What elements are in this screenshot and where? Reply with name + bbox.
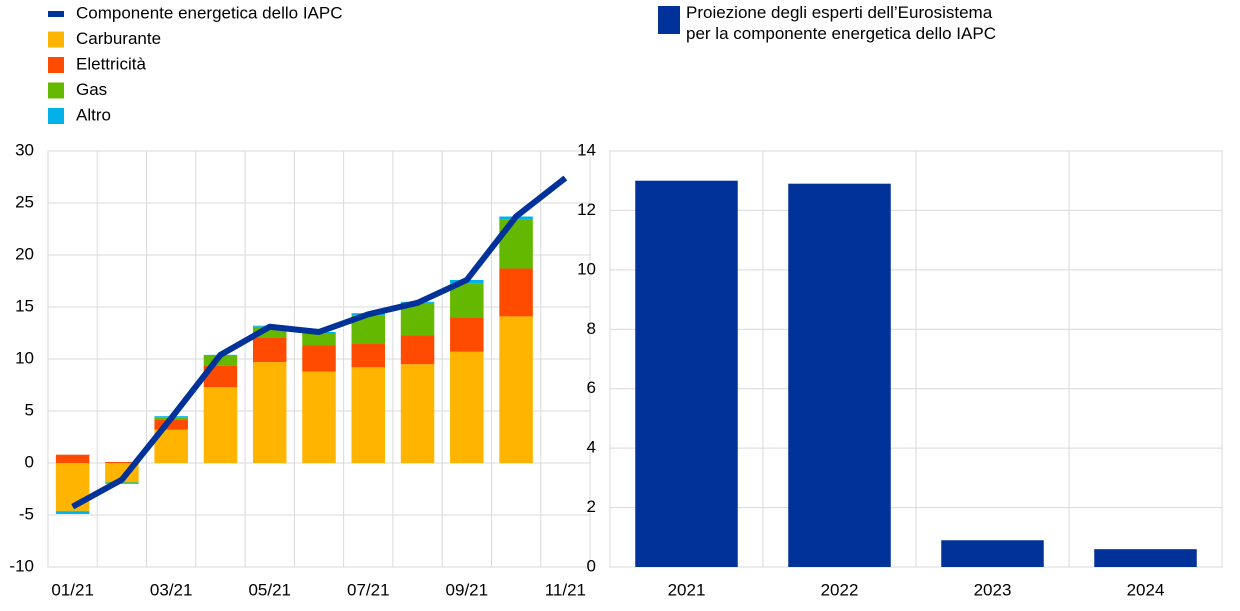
plot-frame: [47, 150, 591, 568]
y-tick-label: -10: [9, 556, 34, 575]
x-tick-label: 09/21: [446, 580, 489, 599]
bar: [499, 268, 533, 317]
x-tick-label: 2024: [1127, 580, 1165, 599]
bar: [635, 180, 738, 567]
y-tick-label: 5: [25, 400, 34, 419]
bar: [252, 362, 287, 463]
legend-swatch: [48, 82, 64, 99]
x-tick-label: 07/21: [347, 580, 390, 599]
legend-label: Componente energetica dello IAPC: [76, 3, 343, 22]
y-tick-label: 25: [15, 192, 34, 211]
bar: [351, 367, 386, 463]
legend-label: Carburante: [76, 29, 161, 48]
bar: [203, 387, 238, 463]
bar: [105, 461, 139, 463]
legend-swatch: [48, 31, 64, 48]
line: [71, 175, 568, 510]
x-tick-label: 01/21: [51, 580, 94, 599]
bar: [55, 511, 90, 514]
legend-swatch: [48, 11, 64, 17]
bar: [105, 482, 139, 484]
x-tick-label: 03/21: [150, 580, 193, 599]
y-tick-label: 12: [577, 200, 596, 219]
legend-label: Gas: [76, 80, 107, 99]
bar: [450, 317, 484, 352]
bar: [154, 419, 188, 430]
x-tick-label: 2022: [821, 580, 859, 599]
legend-swatch: [658, 6, 680, 34]
bar: [400, 364, 435, 463]
bar: [1094, 549, 1197, 567]
legend-swatch: [48, 108, 64, 124]
y-tick-label: 20: [15, 244, 34, 263]
legend-label: Altro: [76, 105, 111, 124]
y-tick-label: 30: [15, 140, 34, 159]
bar: [450, 283, 484, 318]
bar: [788, 183, 891, 567]
y-tick-label: 6: [587, 378, 596, 397]
bar: [302, 371, 336, 463]
bar: [351, 343, 386, 368]
bar: [302, 333, 336, 346]
x-tick-label: 11/21: [545, 580, 586, 599]
bar: [400, 335, 435, 365]
x-tick-label: 05/21: [248, 580, 291, 599]
y-tick-label: 0: [587, 556, 596, 575]
x-tick-label: 2021: [668, 580, 706, 599]
bar: [302, 345, 336, 372]
legend-label: Proiezione degli esperti dell’Eurosistem…: [686, 3, 996, 43]
y-tick-label: 8: [587, 319, 596, 338]
y-tick-label: -5: [19, 504, 34, 523]
x-tick-label: 2023: [974, 580, 1012, 599]
bar: [55, 454, 90, 463]
y-tick-label: 10: [577, 259, 596, 278]
legend-label: Elettricità: [76, 54, 146, 73]
bar: [499, 316, 533, 463]
y-tick-label: 10: [15, 348, 34, 367]
y-tick-label: 4: [587, 438, 596, 457]
legend-line: Proiezione degli esperti dell’Eurosistem…: [686, 3, 993, 22]
bar: [252, 337, 287, 363]
bar: [55, 510, 90, 512]
bar: [941, 540, 1044, 567]
legend-swatch: [48, 57, 64, 73]
legend-line: per la componente energetica dello IAPC: [686, 24, 996, 43]
bar: [450, 351, 484, 463]
bar: [203, 365, 238, 388]
bar: [252, 326, 287, 338]
y-tick-label: 14: [577, 140, 596, 159]
y-tick-label: 15: [15, 296, 34, 315]
y-tick-label: 0: [25, 452, 34, 471]
y-tick-label: 2: [587, 497, 596, 516]
bar: [203, 355, 238, 366]
plot-frame: [609, 150, 1223, 568]
